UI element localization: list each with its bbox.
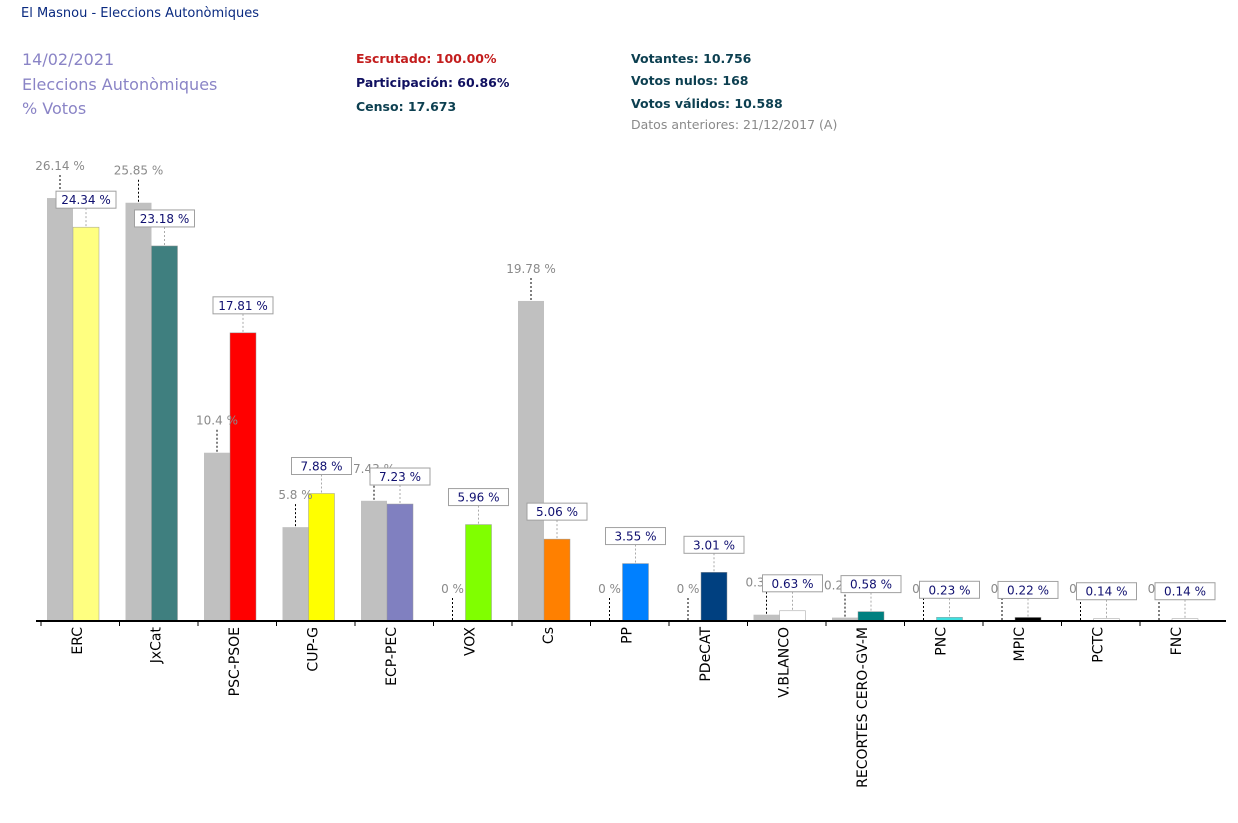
election-name: Eleccions Autonòmiques: [22, 75, 218, 94]
label-box-current-erc: [55, 190, 117, 209]
category-label-recortes-cero-gv-m: RECORTES CERO-GV-M: [855, 627, 871, 788]
label-previous-jxcat: 25.85 %: [114, 164, 164, 178]
category-label-pdecat: PDeCAT: [698, 627, 714, 682]
bar-current-cs: [543, 538, 571, 622]
participacion-stat: Participación: 60.86%: [356, 75, 510, 90]
bar-previous-ecp-pec: [361, 500, 387, 621]
bar-previous-cs: [518, 300, 544, 621]
category-label-fnc: FNC: [1169, 627, 1185, 656]
label-box-current-pctc: [1076, 582, 1137, 601]
label-current-pp: 3.55 %: [615, 530, 657, 544]
datos-anteriores-stat: Datos anteriores: 21/12/2017 (A): [631, 117, 838, 132]
election-date: 14/02/2021: [22, 50, 115, 69]
label-current-v-blanco: 0.63 %: [772, 577, 814, 591]
label-box-current-ecp-pec: [369, 467, 431, 486]
bar-current-recortes-cero-gv-m: [857, 611, 885, 622]
votos-validos-stat: Votos válidos: 10.588: [631, 96, 783, 111]
category-label-cup-g: CUP-G: [306, 627, 322, 672]
bar-current-vox: [465, 524, 492, 622]
bar-current-ecp-pec: [386, 503, 414, 622]
category-label-mpic: MPIC: [1012, 627, 1028, 662]
label-current-cs: 5.06 %: [536, 505, 578, 519]
category-label-psc-psoe: PSC-PSOE: [227, 627, 243, 696]
category-label-jxcat: JxCat: [149, 626, 165, 664]
label-box-current-mpic: [997, 580, 1059, 599]
bar-previous-recortes-cero-gv-m: [832, 617, 858, 621]
label-previous-pp: 0 %: [598, 582, 621, 596]
label-box-current-vox: [448, 488, 509, 507]
label-current-psc-psoe: 17.81 %: [218, 299, 268, 313]
escrutado-stat: Escrutado: 100.00%: [356, 51, 497, 66]
label-box-current-pnc: [919, 580, 980, 599]
label-box-current-pdecat: [683, 535, 745, 554]
bar-previous-v-blanco: [753, 614, 780, 621]
label-box-current-recortes-cero-gv-m: [840, 575, 902, 594]
label-box-current-jxcat: [134, 209, 195, 228]
bar-current-pdecat: [700, 572, 728, 622]
bar-current-psc-psoe: [229, 332, 257, 622]
bar-current-cup-g: [308, 493, 335, 622]
label-box-current-cs: [526, 502, 588, 521]
label-box-current-fnc: [1154, 582, 1216, 601]
label-previous-psc-psoe: 10.4 %: [196, 414, 238, 428]
label-previous-cup-g: 5.8 %: [278, 488, 312, 502]
votantes-stat: Votantes: 10.756: [631, 51, 752, 66]
label-current-ecp-pec: 7.23 %: [379, 470, 421, 484]
label-current-cup-g: 7.88 %: [301, 460, 343, 474]
category-label-cs: Cs: [541, 627, 557, 644]
label-current-erc: 24.34 %: [61, 193, 111, 207]
window-title: El Masnou - Eleccions Autonòmiques: [21, 6, 260, 21]
label-previous-cs: 19.78 %: [506, 262, 556, 276]
label-current-vox: 5.96 %: [458, 491, 500, 505]
label-current-pdecat: 3.01 %: [693, 538, 735, 552]
category-label-vox: VOX: [463, 627, 479, 656]
label-current-mpic: 0.22 %: [1007, 583, 1049, 597]
label-previous-vox: 0 %: [441, 582, 464, 596]
label-current-pnc: 0.23 %: [929, 583, 971, 597]
label-box-current-v-blanco: [762, 574, 823, 593]
category-label-erc: ERC: [70, 627, 86, 655]
bar-previous-psc-psoe: [204, 452, 230, 621]
bar-previous-erc: [47, 198, 73, 621]
metric-label: % Votos: [22, 99, 87, 118]
category-label-pctc: PCTC: [1091, 627, 1107, 663]
label-box-current-psc-psoe: [212, 296, 274, 315]
bar-current-erc: [72, 226, 100, 622]
bar-current-v-blanco: [779, 610, 806, 622]
label-current-fnc: 0.14 %: [1164, 585, 1206, 599]
category-label-ecp-pec: ECP-PEC: [384, 627, 400, 686]
label-previous-erc: 26.14 %: [35, 159, 85, 173]
category-label-pnc: PNC: [934, 627, 950, 656]
category-label-pp: PP: [620, 627, 636, 644]
votos-nulos-stat: Votos nulos: 168: [631, 73, 749, 88]
censo-stat: Censo: 17.673: [356, 99, 457, 114]
bar-current-jxcat: [151, 245, 178, 622]
label-current-recortes-cero-gv-m: 0.58 %: [850, 578, 892, 592]
label-current-jxcat: 23.18 %: [140, 212, 190, 226]
bar-previous-cup-g: [282, 527, 309, 621]
bar-current-pp: [622, 563, 649, 622]
category-label-v-blanco: V.BLANCO: [777, 627, 793, 698]
label-current-pctc: 0.14 %: [1086, 585, 1128, 599]
bar-previous-jxcat: [125, 202, 152, 621]
label-box-current-cup-g: [291, 457, 352, 476]
label-box-current-pp: [605, 527, 666, 546]
label-previous-pdecat: 0 %: [677, 582, 700, 596]
